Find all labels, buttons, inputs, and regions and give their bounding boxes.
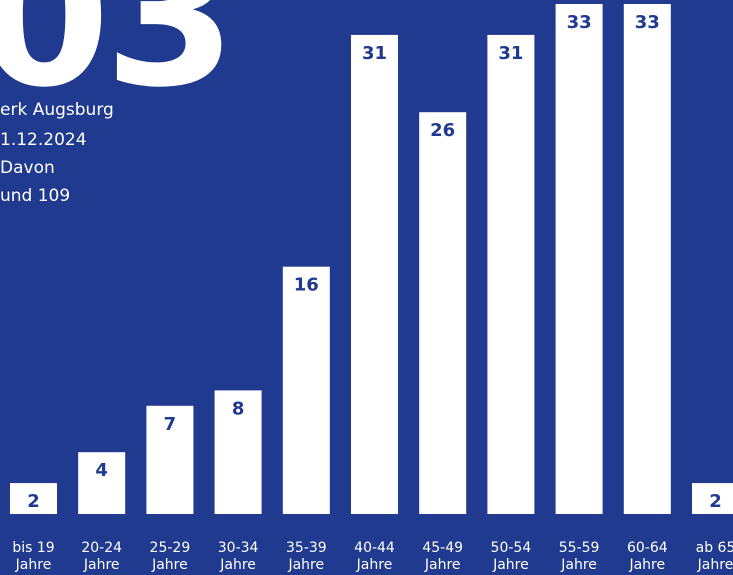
x-tick-label-range: 40-44 [354,540,395,556]
big-number-fragment: 03 [0,0,236,129]
x-tick-label: 40-44 Jahre [354,540,395,573]
x-tick-label: 50-54 Jahre [491,540,532,573]
x-tick-label: 25-29 Jahre [150,540,191,573]
bar-value-label: 4 [95,460,108,481]
x-tick-label-range: 35-39 [286,540,327,556]
x-tick-label: 55-59 Jahre [559,540,600,573]
x-tick-label-unit: Jahre [356,557,393,573]
x-tick-label-range: 55-59 [559,540,600,556]
x-tick-label-unit: Jahre [560,557,597,573]
x-tick-label: 35-39 Jahre [286,540,327,573]
x-tick-label-range: 50-54 [491,540,532,556]
x-tick-label: ab 65 Jahre [696,540,733,573]
bar-value-label: 31 [362,43,387,64]
x-tick-label-unit: Jahre [219,557,256,573]
x-tick-label-range: ab 65 [696,540,733,556]
bar-value-label: 33 [567,12,592,33]
x-tick-label-unit: Jahre [697,557,733,573]
bar-value-label: 16 [294,275,319,296]
x-tick-label-unit: Jahre [83,557,120,573]
bar-60-64 [623,4,671,514]
bar-50-54 [487,34,535,515]
x-tick-label-range: bis 19 [12,540,54,556]
bar-bis-19 [10,483,57,514]
bar-value-labels-layer: 2 4 7 8 16 31 26 31 33 33 2 [27,12,722,512]
bar-45-49 [419,112,467,514]
intro-text-line-2: 1.12.2024 [0,130,87,150]
x-tick-label: 60-64 Jahre [627,540,668,573]
x-tick-label: 20-24 Jahre [81,540,122,573]
bar-value-label: 31 [498,43,523,64]
intro-text-line-3: Davon [0,158,55,178]
x-tick-label-range: 45-49 [422,540,463,556]
x-tick-label-unit: Jahre [287,557,324,573]
x-tick-label: 45-49 Jahre [422,540,463,573]
bar-ab-65 [692,483,733,514]
bar-55-59 [555,4,603,514]
bars-layer [10,4,733,515]
bar-value-label: 26 [430,120,455,141]
x-tick-label: 30-34 Jahre [218,540,259,573]
x-tick-label-unit: Jahre [424,557,461,573]
intro-text-line-4: und 109 [0,186,71,206]
bar-30-34 [214,390,262,514]
x-tick-label-unit: Jahre [628,557,665,573]
x-tick-label-unit: Jahre [15,557,52,573]
intro-text-line-1: erk Augsburg [0,100,114,120]
x-tick-label-unit: Jahre [151,557,188,573]
bar-35-39 [282,266,330,514]
bar-value-label: 8 [232,398,245,419]
x-tick-label: bis 19 Jahre [12,540,54,573]
bar-20-24 [78,452,126,514]
bar-value-label: 33 [635,12,660,33]
x-tick-label-unit: Jahre [492,557,529,573]
x-tick-label-range: 30-34 [218,540,259,556]
bar-25-29 [146,405,194,514]
x-tick-label-range: 25-29 [150,540,191,556]
bar-value-label: 7 [164,414,177,435]
x-tick-label-range: 60-64 [627,540,668,556]
x-tick-label-range: 20-24 [81,540,122,556]
bar-value-label: 2 [709,491,722,512]
bar-40-44 [351,34,398,515]
bar-value-label: 2 [27,491,40,512]
